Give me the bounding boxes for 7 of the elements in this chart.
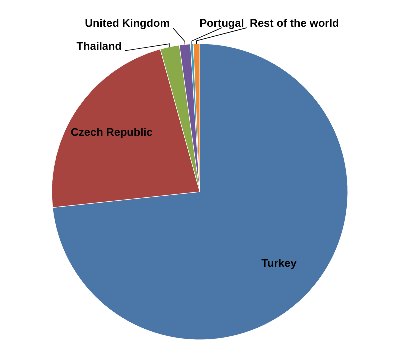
slice-label: Rest of the world [250,18,340,30]
slice-label: United Kingdom [85,18,170,30]
slice-label: Turkey [262,258,298,270]
slice-label: Czech Republic [70,126,153,139]
slice-label: Portugal [200,18,244,30]
pie-slice [52,44,348,340]
slice-label: Thailand [76,40,122,53]
